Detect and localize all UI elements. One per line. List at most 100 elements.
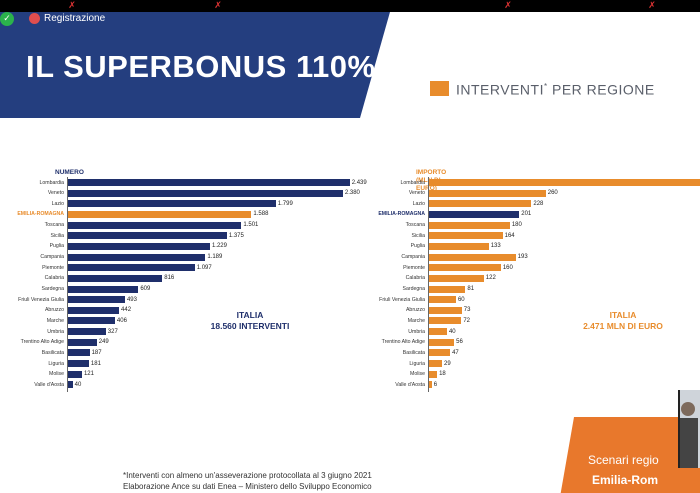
bar xyxy=(68,274,163,282)
muted-mic-icon[interactable]: ✗ xyxy=(68,1,76,11)
bar xyxy=(68,253,206,261)
bar xyxy=(429,179,700,186)
bar xyxy=(429,232,503,240)
bar-value-label: 73 xyxy=(463,307,471,314)
category-label: Liguria xyxy=(48,360,64,367)
category-label: Campania xyxy=(40,254,64,261)
category-label: Liguria xyxy=(409,360,425,367)
participant-body xyxy=(680,418,698,468)
category-label: Basilicata xyxy=(41,349,64,356)
bar xyxy=(429,210,520,218)
bar xyxy=(68,264,195,272)
bar xyxy=(429,242,489,250)
participant-head xyxy=(681,402,695,416)
category-label: Umbria xyxy=(47,328,64,335)
category-label: Trentino Alto Adige xyxy=(381,339,425,346)
bar-value-label: 1.097 xyxy=(196,264,212,271)
category-label: Marche xyxy=(407,317,425,324)
bar-value-label: 327 xyxy=(107,328,118,335)
bar-value-label: 72 xyxy=(463,317,470,324)
bar xyxy=(68,189,343,197)
participants-strip: ✗ ✗ ✗ ✗ xyxy=(0,0,700,12)
category-label: Molise xyxy=(410,371,425,378)
banner-shape xyxy=(0,12,390,118)
category-label: Abruzzo xyxy=(405,307,425,314)
bar-value-label: 164 xyxy=(504,232,515,239)
bar xyxy=(429,221,510,229)
category-label: Marche xyxy=(46,317,64,324)
shield-icon[interactable]: ✓ xyxy=(0,12,14,26)
muted-mic-icon[interactable]: ✗ xyxy=(648,1,656,11)
bar-value-label: 160 xyxy=(502,264,513,271)
category-label: Puglia xyxy=(410,243,425,250)
bar-value-label: 1.229 xyxy=(211,243,227,250)
bar xyxy=(68,296,125,304)
bar-value-label: 81 xyxy=(467,286,475,292)
category-label: Friuli Venezia Giulia xyxy=(379,296,425,303)
bar-value-label: 121 xyxy=(83,371,94,378)
category-label: Lombardia xyxy=(39,179,64,186)
legend-swatch xyxy=(430,81,449,96)
bar xyxy=(429,338,455,346)
bar-value-label: 56 xyxy=(456,339,463,346)
bar xyxy=(68,232,227,240)
bar-value-label: 442 xyxy=(121,307,132,314)
bar-value-label: 1.189 xyxy=(207,254,223,261)
category-label: Lombardia xyxy=(400,179,425,186)
bar xyxy=(429,306,462,314)
category-label: Friuli Venezia Giulia xyxy=(18,296,64,303)
shared-slide: IL SUPERBONUS 110% INTERVENTI* PER REGIO… xyxy=(0,12,700,493)
bar-value-label: 18 xyxy=(439,371,446,378)
category-label: Sardegna xyxy=(402,286,426,292)
bar xyxy=(429,200,532,208)
bar-value-label: 228 xyxy=(533,200,544,207)
category-label: EMILIA-ROMAGNA xyxy=(17,211,64,218)
category-label: Campania xyxy=(401,254,425,261)
legend-label: INTERVENTI* PER REGIONE xyxy=(456,81,655,98)
scenari-title: Scenari regio xyxy=(588,453,659,467)
category-label: Trentino Alto Adige xyxy=(20,339,64,346)
bar xyxy=(429,360,443,368)
bar-value-label: 47 xyxy=(452,349,459,356)
category-label: Umbria xyxy=(408,328,425,335)
chart-heading: NUMERO xyxy=(55,169,84,176)
chart-total-label: ITALIA xyxy=(609,310,637,320)
bar xyxy=(68,370,82,378)
bar xyxy=(429,317,462,325)
bar xyxy=(429,328,447,336)
bar-value-label: 6 xyxy=(433,381,438,388)
muted-mic-icon[interactable]: ✗ xyxy=(504,1,512,11)
bar-value-label: 187 xyxy=(91,349,102,356)
slide-banner xyxy=(0,12,700,118)
recording-icon xyxy=(29,13,40,24)
bar xyxy=(429,264,501,272)
slide-title: IL SUPERBONUS 110% xyxy=(26,49,376,84)
bar xyxy=(429,189,546,197)
category-label: Toscana xyxy=(405,222,425,229)
footnote-line-2: Elaborazione Ance su dati Enea – Ministe… xyxy=(123,482,372,491)
bar-value-label: 60 xyxy=(457,296,465,303)
bar xyxy=(68,210,252,218)
bar-value-label: 249 xyxy=(98,339,109,346)
category-label: Sardegna xyxy=(41,286,65,292)
category-label: Piemonte xyxy=(403,264,425,271)
category-label: Lazio xyxy=(51,200,64,207)
footnote: *Interventi con almeno un'asseverazione … xyxy=(123,470,372,492)
chart-total-value: 18.560 INTERVENTI xyxy=(210,321,290,331)
bar xyxy=(68,317,115,325)
bar xyxy=(68,360,89,368)
muted-mic-icon[interactable]: ✗ xyxy=(214,1,222,11)
bar xyxy=(429,253,516,261)
category-label: Calabria xyxy=(405,275,425,282)
bar-value-label: 40 xyxy=(74,381,82,388)
category-label: EMILIA-ROMAGNA xyxy=(378,211,425,218)
bar-value-label: 609 xyxy=(140,286,151,292)
bar xyxy=(429,349,451,357)
category-label: Veneto xyxy=(408,190,425,197)
bar-value-label: 816 xyxy=(164,275,175,282)
bar xyxy=(429,285,466,293)
bar-value-label: 493 xyxy=(126,296,137,303)
bar xyxy=(429,296,456,304)
bar-value-label: 122 xyxy=(485,275,496,282)
category-label: Sicilia xyxy=(50,232,64,239)
